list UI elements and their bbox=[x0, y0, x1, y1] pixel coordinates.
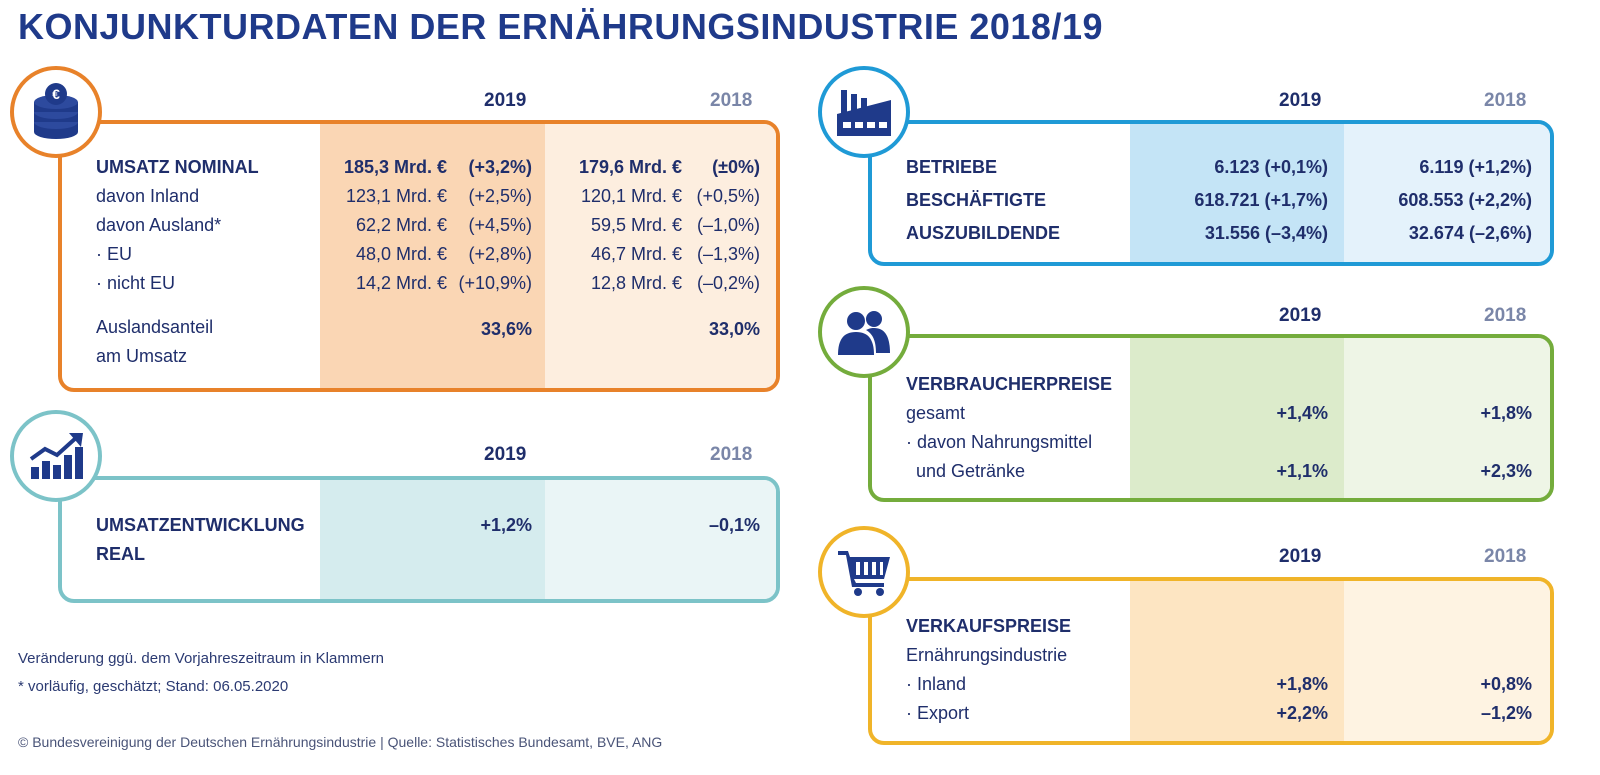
betriebe-value-2019: 6.123 (+0,1%) bbox=[1214, 157, 1328, 177]
verkauf-year-2018: 2018 bbox=[1484, 546, 1527, 567]
verkauf-year-2019: 2019 bbox=[1279, 546, 1322, 567]
verbraucher-value-2019: +1,1% bbox=[1276, 461, 1328, 481]
verbraucher-row-label: · davon Nahrungsmittel bbox=[906, 432, 1093, 452]
umsatz-icon-circle: € bbox=[10, 66, 102, 158]
umsatz-value-2018: 120,1 Mrd. € bbox=[580, 186, 682, 206]
betriebe-icon-circle bbox=[818, 66, 910, 158]
betriebe-value-2019: 31.556 (–3,4%) bbox=[1204, 223, 1328, 243]
auslandsanteil-2019: 33,6% bbox=[480, 319, 532, 339]
verkauf-value-2018: +0,8% bbox=[1480, 674, 1532, 694]
verbraucher-heading: VERBRAUCHERPREISE bbox=[906, 374, 1113, 394]
verkauf-row-label: · Export bbox=[906, 703, 970, 723]
growth-chart-icon bbox=[29, 433, 83, 479]
umsatz-change-2019: (+3,2%) bbox=[468, 157, 532, 177]
real-col-2019 bbox=[320, 480, 545, 599]
real-panel bbox=[58, 476, 780, 603]
umsatz-change-2018: (–0,2%) bbox=[696, 273, 760, 293]
real-label-2: REAL bbox=[96, 544, 145, 564]
coins-euro-icon: € bbox=[34, 83, 78, 139]
umsatz-row-label: davon Inland bbox=[96, 186, 200, 206]
betriebe-value-2018: 608.553 (+2,2%) bbox=[1398, 190, 1532, 210]
real-col-2018 bbox=[545, 480, 776, 599]
auslandsanteil-2018: 33,0% bbox=[708, 319, 760, 339]
betriebe-year-2019: 2019 bbox=[1279, 90, 1322, 111]
note-provisional: * vorläufig, geschätzt; Stand: 06.05.202… bbox=[18, 678, 289, 695]
factory-icon bbox=[837, 90, 891, 136]
betriebe-row-label: AUSZUBILDENDE bbox=[906, 223, 1061, 243]
verkauf-panel bbox=[868, 577, 1554, 745]
umsatz-change-2018: (±0%) bbox=[712, 157, 760, 177]
note-change: Veränderung ggü. dem Vorjahreszeitraum i… bbox=[18, 650, 385, 667]
umsatz-value-2019: 62,2 Mrd. € bbox=[355, 215, 447, 235]
verkauf-value-2019: +2,2% bbox=[1276, 703, 1328, 723]
umsatz-value-2019: 48,0 Mrd. € bbox=[355, 244, 447, 264]
verkauf-heading: VERKAUFSPREISE bbox=[906, 616, 1072, 636]
verbraucher-year-2019: 2019 bbox=[1279, 305, 1322, 326]
betriebe-year-2018: 2018 bbox=[1484, 90, 1527, 111]
real-value-2019: +1,2% bbox=[480, 515, 532, 535]
real-value-2018: –0,1% bbox=[708, 515, 760, 535]
umsatz-value-2019: 14,2 Mrd. € bbox=[355, 273, 447, 293]
verbraucher-icon-circle bbox=[818, 286, 910, 378]
verkauf-icon-circle bbox=[818, 526, 910, 618]
verkauf-value-2018: –1,2% bbox=[1480, 703, 1532, 723]
umsatz-change-2019: (+2,5%) bbox=[468, 186, 532, 206]
umsatz-change-2019: (+10,9%) bbox=[458, 273, 532, 293]
umsatz-value-2018: 59,5 Mrd. € bbox=[590, 215, 682, 235]
umsatz-change-2018: (+0,5%) bbox=[696, 186, 760, 206]
people-icon bbox=[838, 311, 890, 355]
page-title: KONJUNKTURDATEN DER ERNÄHRUNGSINDUSTRIE … bbox=[18, 6, 1103, 47]
verbraucher-row-label-2: und Getränke bbox=[916, 461, 1026, 481]
umsatz-col-2019 bbox=[320, 124, 545, 388]
verbraucher-value-2018: +2,3% bbox=[1480, 461, 1532, 481]
umsatz-value-2018: 179,6 Mrd. € bbox=[578, 157, 682, 177]
umsatz-change-2018: (–1,0%) bbox=[696, 215, 760, 235]
verbraucher-value-2018: +1,8% bbox=[1480, 403, 1532, 423]
betriebe-row-label: BESCHÄFTIGTE bbox=[906, 190, 1047, 210]
umsatz-year-2019: 2019 bbox=[484, 90, 527, 111]
verkauf-row-label: · Inland bbox=[906, 674, 967, 694]
real-year-2018: 2018 bbox=[710, 444, 753, 465]
umsatz-row-label: · nicht EU bbox=[96, 273, 176, 293]
verbraucher-year-2018: 2018 bbox=[1484, 305, 1527, 326]
verbraucher-col-2019 bbox=[1130, 338, 1344, 498]
umsatz-row-label: davon Ausland* bbox=[96, 215, 222, 235]
real-label: UMSATZENTWICKLUNG bbox=[96, 515, 305, 535]
verbraucher-row-label: gesamt bbox=[906, 403, 966, 423]
umsatz-panel bbox=[58, 120, 780, 392]
verkauf-value-2019: +1,8% bbox=[1276, 674, 1328, 694]
verbraucher-col-2018 bbox=[1344, 338, 1550, 498]
verkauf-sub: Ernährungsindustrie bbox=[906, 645, 1068, 665]
verbraucher-value-2019: +1,4% bbox=[1276, 403, 1328, 423]
umsatz-year-2018: 2018 bbox=[710, 90, 753, 111]
svg-text:€: € bbox=[52, 86, 60, 102]
umsatz-value-2019: 123,1 Mrd. € bbox=[345, 186, 447, 206]
real-year-2019: 2019 bbox=[484, 444, 527, 465]
betriebe-value-2018: 32.674 (–2,6%) bbox=[1408, 223, 1532, 243]
umsatz-row-label: UMSATZ NOMINAL bbox=[96, 157, 259, 177]
betriebe-panel bbox=[868, 120, 1554, 266]
umsatz-value-2019: 185,3 Mrd. € bbox=[343, 157, 447, 177]
verkauf-col-2018 bbox=[1344, 581, 1550, 741]
umsatz-value-2018: 12,8 Mrd. € bbox=[590, 273, 682, 293]
betriebe-col-2018 bbox=[1344, 124, 1550, 262]
shopping-cart-icon bbox=[838, 551, 890, 596]
footer-source: © Bundesvereinigung der Deutschen Ernähr… bbox=[18, 734, 663, 750]
umsatz-col-2018 bbox=[545, 124, 776, 388]
umsatz-change-2018: (–1,3%) bbox=[696, 244, 760, 264]
verkauf-col-2019 bbox=[1130, 581, 1344, 741]
betriebe-col-2019 bbox=[1130, 124, 1344, 262]
betriebe-value-2019: 618.721 (+1,7%) bbox=[1194, 190, 1328, 210]
auslandsanteil-label-2: am Umsatz bbox=[96, 346, 188, 366]
umsatz-change-2019: (+4,5%) bbox=[468, 215, 532, 235]
betriebe-value-2018: 6.119 (+1,2%) bbox=[1419, 157, 1532, 177]
umsatz-value-2018: 46,7 Mrd. € bbox=[590, 244, 682, 264]
betriebe-row-label: BETRIEBE bbox=[906, 157, 998, 177]
verbraucher-panel bbox=[868, 334, 1554, 502]
real-icon-circle bbox=[10, 410, 102, 502]
umsatz-row-label: · EU bbox=[96, 244, 132, 264]
umsatz-change-2019: (+2,8%) bbox=[468, 244, 532, 264]
auslandsanteil-label: Auslandsanteil bbox=[96, 317, 214, 337]
